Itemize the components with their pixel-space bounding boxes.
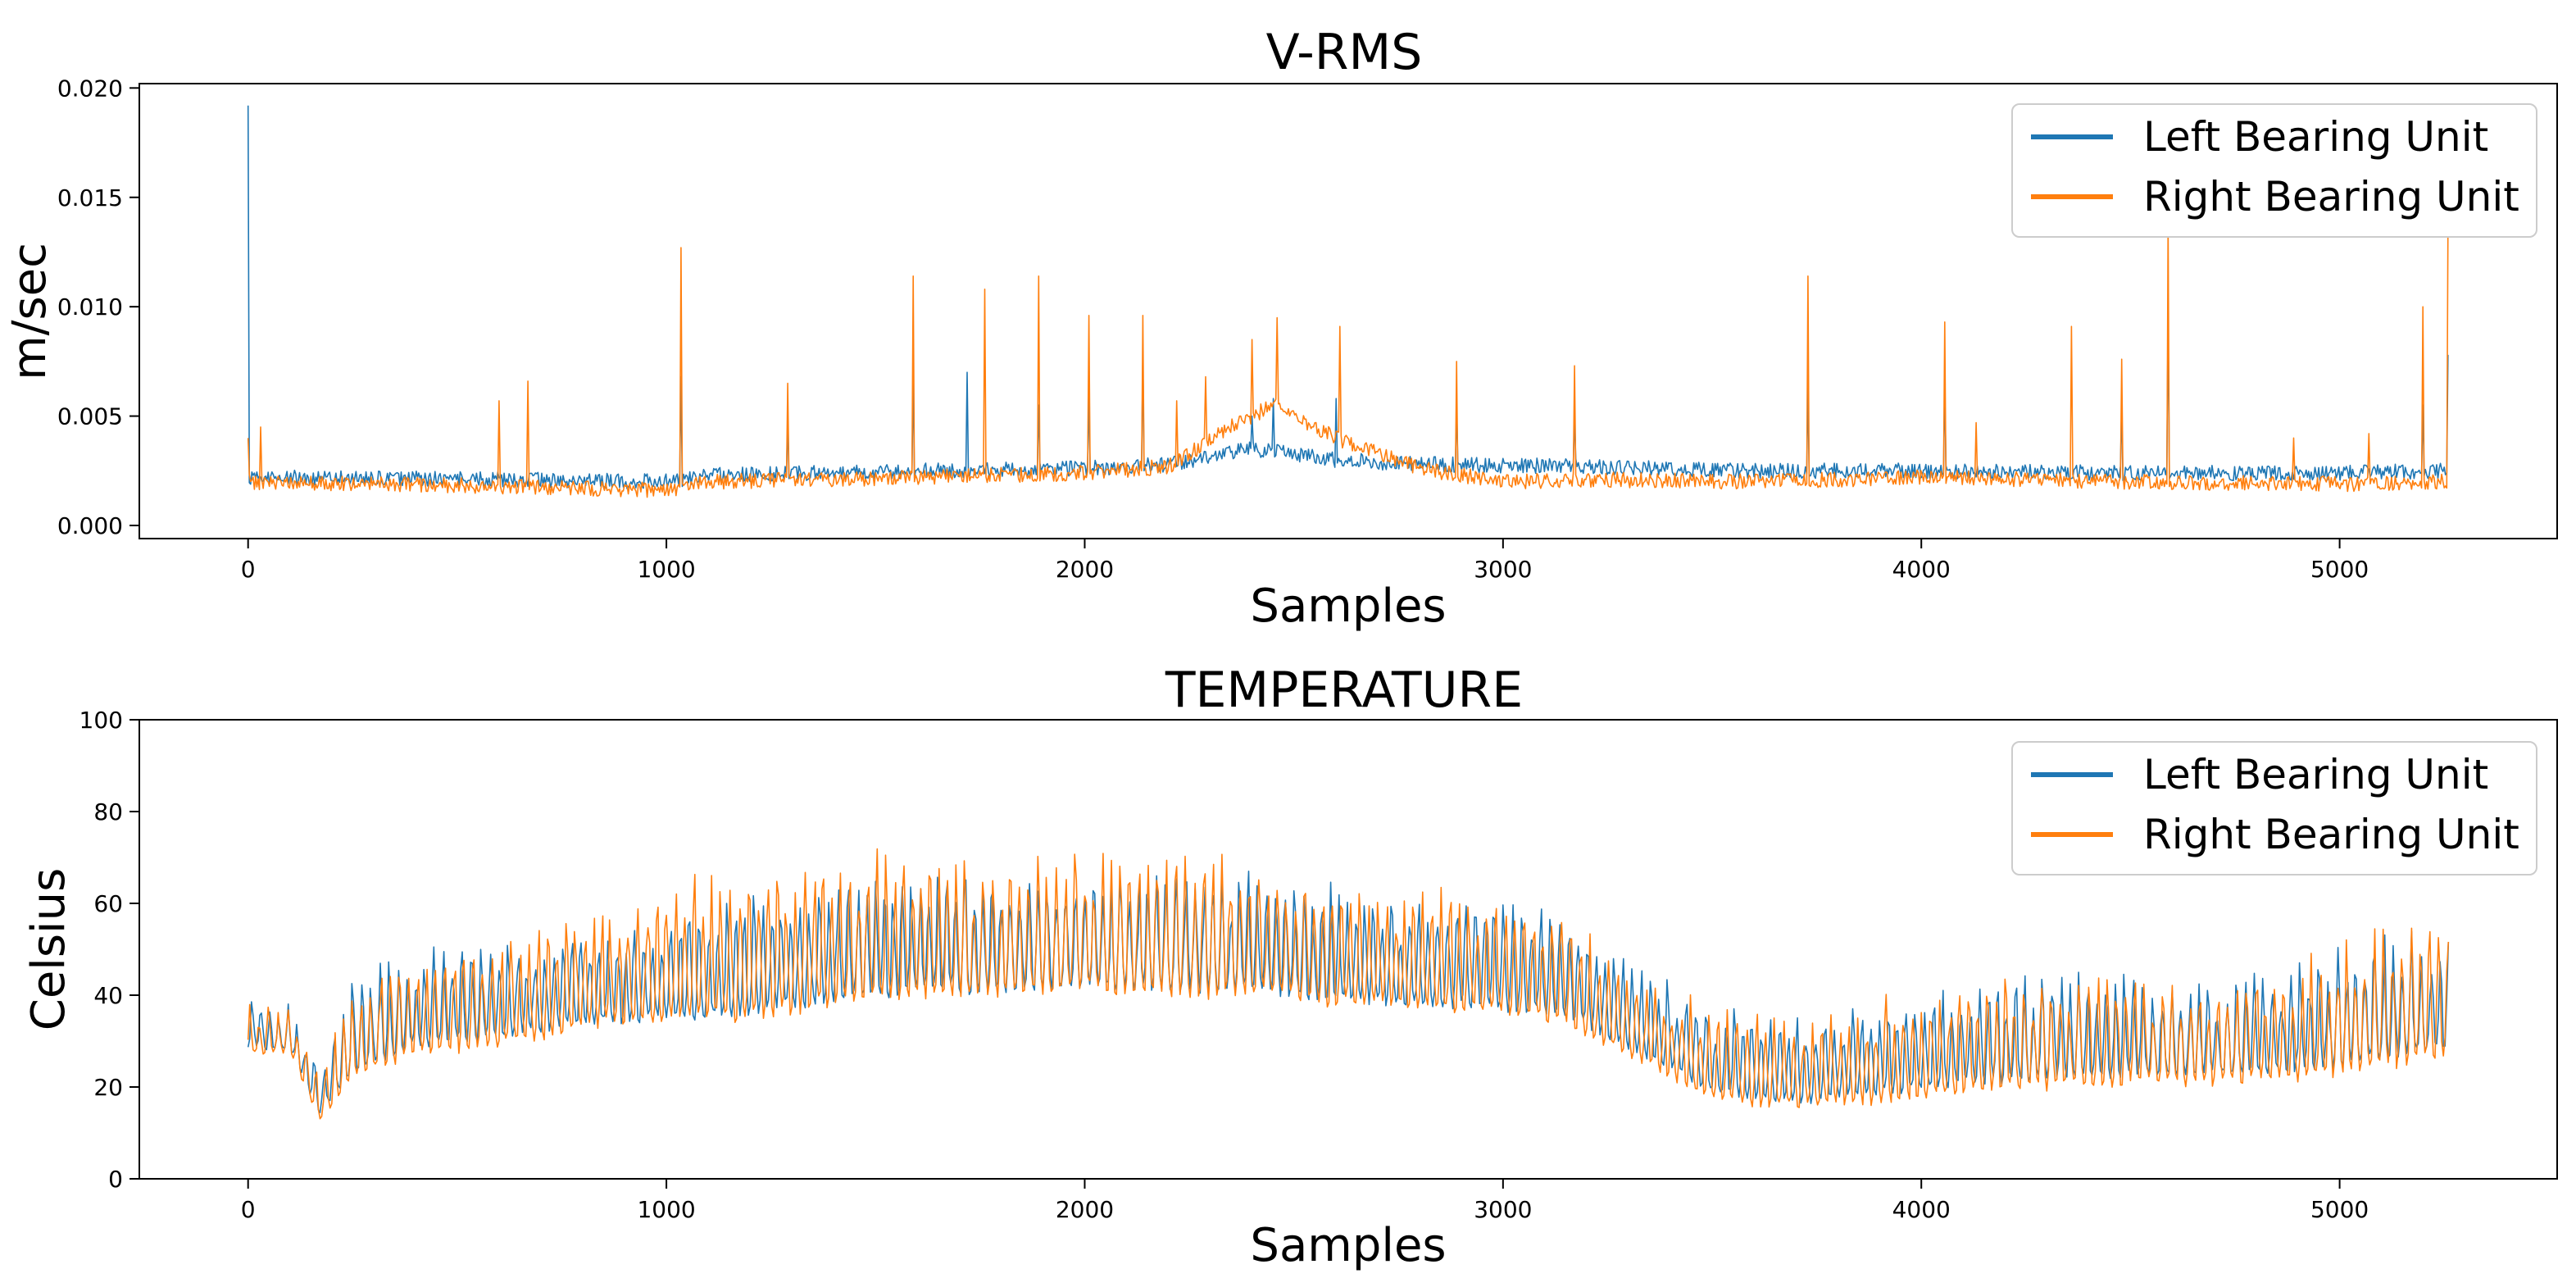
temperature-y-tick-label: 40 [93,982,123,1009]
vrms-y-tick-label: 0.000 [57,512,123,539]
vrms-plot-area [247,105,2449,498]
temperature-legend-box [2011,741,2537,875]
temperature-x-tick-label: 5000 [2310,1196,2369,1223]
vrms-x-tick-label: 1000 [637,556,695,583]
temperature-legend: Left Bearing Unit Right Bearing Unit [2011,741,2537,875]
temperature-y-tick-label: 0 [108,1166,123,1193]
temperature-x-tick-label: 1000 [637,1196,695,1223]
vrms-chart: V-RMS 0 1000 2000 3000 4000 5000 0.000 0.005 0.0… [3,24,2558,633]
temperature-plot-area [247,848,2450,1120]
vrms-series-left-bearing [247,105,2449,489]
vrms-y-axis-label: m/sec [3,243,57,380]
vrms-series-right-bearing [247,223,2449,498]
temperature-x-axis-label: Samples [1250,1219,1446,1272]
vrms-title: V-RMS [1266,24,1423,81]
temperature-x-tick-label: 2000 [1056,1196,1114,1223]
vrms-x-tick-label: 3000 [1474,556,1532,583]
vrms-y-tick-label: 0.020 [57,75,123,102]
temperature-legend-right: Right Bearing Unit [2143,811,2519,858]
vrms-x-axis-label: Samples [1250,580,1446,633]
temperature-legend-left: Left Bearing Unit [2143,751,2488,798]
temperature-y-tick-label: 60 [93,890,123,917]
vrms-x-tick-label: 0 [241,556,256,583]
vrms-legend: Left Bearing Unit Right Bearing Unit [2011,103,2537,238]
temperature-chart: TEMPERATURE 0 1000 2000 3000 4000 5000 0 20 40 60… [22,662,2558,1272]
temperature-axes-frame [139,719,2558,1180]
vrms-y-tick-label: 0.010 [57,293,123,321]
temperature-y-tick-label: 80 [93,798,123,825]
temperature-series-right-bearing [247,848,2450,1120]
temperature-x-tick-label: 3000 [1474,1196,1532,1223]
temperature-y-tick-label: 100 [80,707,123,734]
vrms-axes-frame [139,83,2558,539]
temperature-x-tick-label: 4000 [1892,1196,1951,1223]
temperature-x-tick-label: 0 [241,1196,256,1223]
vrms-x-tick-label: 5000 [2310,556,2369,583]
vrms-x-tick-label: 4000 [1892,556,1951,583]
vrms-legend-right: Right Bearing Unit [2143,173,2519,221]
temperature-ticks: 0 1000 2000 3000 4000 5000 0 20 40 60 80 100 [80,707,2369,1223]
temperature-y-axis-label: Celsius [22,868,75,1031]
vrms-x-tick-label: 2000 [1056,556,1114,583]
vrms-legend-box [2011,103,2537,238]
vrms-legend-left: Left Bearing Unit [2143,113,2488,161]
vrms-y-tick-label: 0.015 [57,184,123,211]
vrms-y-tick-label: 0.005 [57,403,123,430]
temperature-title: TEMPERATURE [1165,662,1523,719]
temperature-y-tick-label: 20 [93,1074,123,1101]
vrms-ticks: 0 1000 2000 3000 4000 5000 0.000 0.005 0.010 0.01… [57,75,2369,583]
